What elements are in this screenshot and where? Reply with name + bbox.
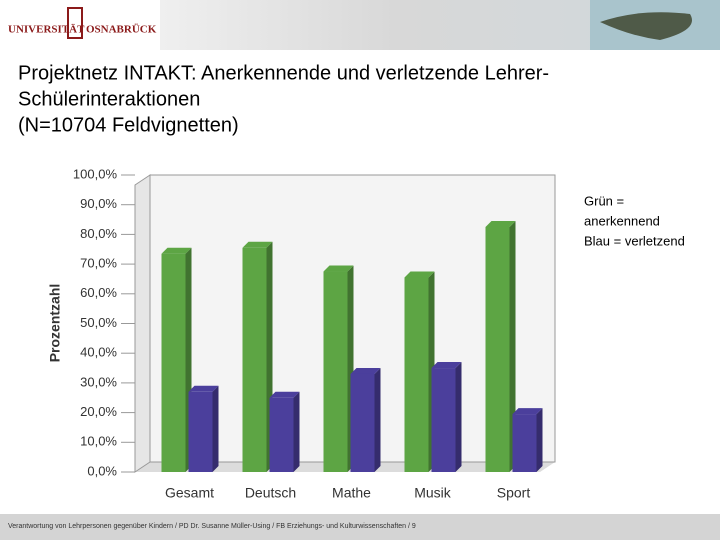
bar-side [374, 367, 381, 472]
bar-top [269, 391, 300, 398]
bar-front [242, 247, 267, 472]
y-tick-label: 40,0% [80, 345, 117, 360]
bar-top [242, 241, 273, 248]
bar [404, 271, 435, 472]
y-tick-label: 90,0% [80, 196, 117, 211]
side-wall [134, 174, 151, 473]
bar-front [404, 277, 429, 472]
bar [188, 385, 219, 472]
bar-top [431, 362, 462, 369]
slide-title: Schülerinteraktionen [18, 88, 200, 110]
footer-band [0, 514, 720, 540]
bar-top [161, 247, 192, 254]
annotation: Blau = verletzend [584, 233, 685, 248]
y-axis-title: Prozentzahl [47, 284, 63, 363]
bar-front [161, 253, 186, 472]
bar-front [269, 397, 294, 472]
y-tick-label: 80,0% [80, 226, 117, 241]
bar [485, 220, 516, 472]
bar-side [212, 385, 219, 472]
bar-side [536, 408, 543, 472]
dolphin-figure [600, 12, 692, 40]
x-tick-label: Deutsch [245, 485, 296, 501]
y-tick-label: 70,0% [80, 256, 117, 271]
y-tick-label: 10,0% [80, 434, 117, 449]
footer-text: Verantwortung von Lehrpersonen gegenüber… [8, 523, 416, 530]
bar [512, 408, 543, 472]
y-tick-label: 20,0% [80, 404, 117, 419]
bar [323, 265, 354, 472]
slide-title: Projektnetz INTAKT: Anerkennende und ver… [18, 62, 549, 84]
bar-front [485, 226, 510, 472]
y-tick-label: 100,0% [73, 166, 118, 181]
bar-top [485, 220, 516, 227]
bar [350, 367, 381, 472]
bar-top [323, 265, 354, 272]
logo-text: UNIVERSITÄT [8, 23, 85, 36]
bar-front [350, 373, 375, 472]
logo-emblem [67, 7, 83, 39]
bar-top [350, 367, 381, 374]
bar-top [188, 385, 219, 392]
bar-top [404, 271, 435, 278]
x-tick-label: Musik [414, 485, 452, 501]
bar-front [188, 391, 213, 472]
x-tick-label: Mathe [332, 485, 371, 501]
bar-side [509, 220, 516, 472]
annotation: Grün = [584, 193, 624, 208]
bar-side [293, 391, 300, 472]
bar [242, 241, 273, 472]
x-tick-label: Sport [497, 485, 531, 501]
y-tick-label: 30,0% [80, 374, 117, 389]
bar-top [512, 408, 543, 415]
annotation: anerkennend [584, 213, 660, 228]
bar-front [512, 414, 537, 472]
x-tick-label: Gesamt [165, 485, 214, 501]
y-tick-label: 50,0% [80, 315, 117, 330]
bar-front [431, 368, 456, 472]
bar-front [323, 271, 348, 472]
bar [161, 247, 192, 472]
bar [269, 391, 300, 472]
slide-title: (N=10704 Feldvignetten) [18, 114, 239, 136]
logo-text: OSNABRÜCK [86, 23, 157, 36]
y-tick-label: 0,0% [87, 463, 117, 478]
bar-side [455, 362, 462, 472]
y-tick-label: 60,0% [80, 285, 117, 300]
bar [431, 362, 462, 472]
